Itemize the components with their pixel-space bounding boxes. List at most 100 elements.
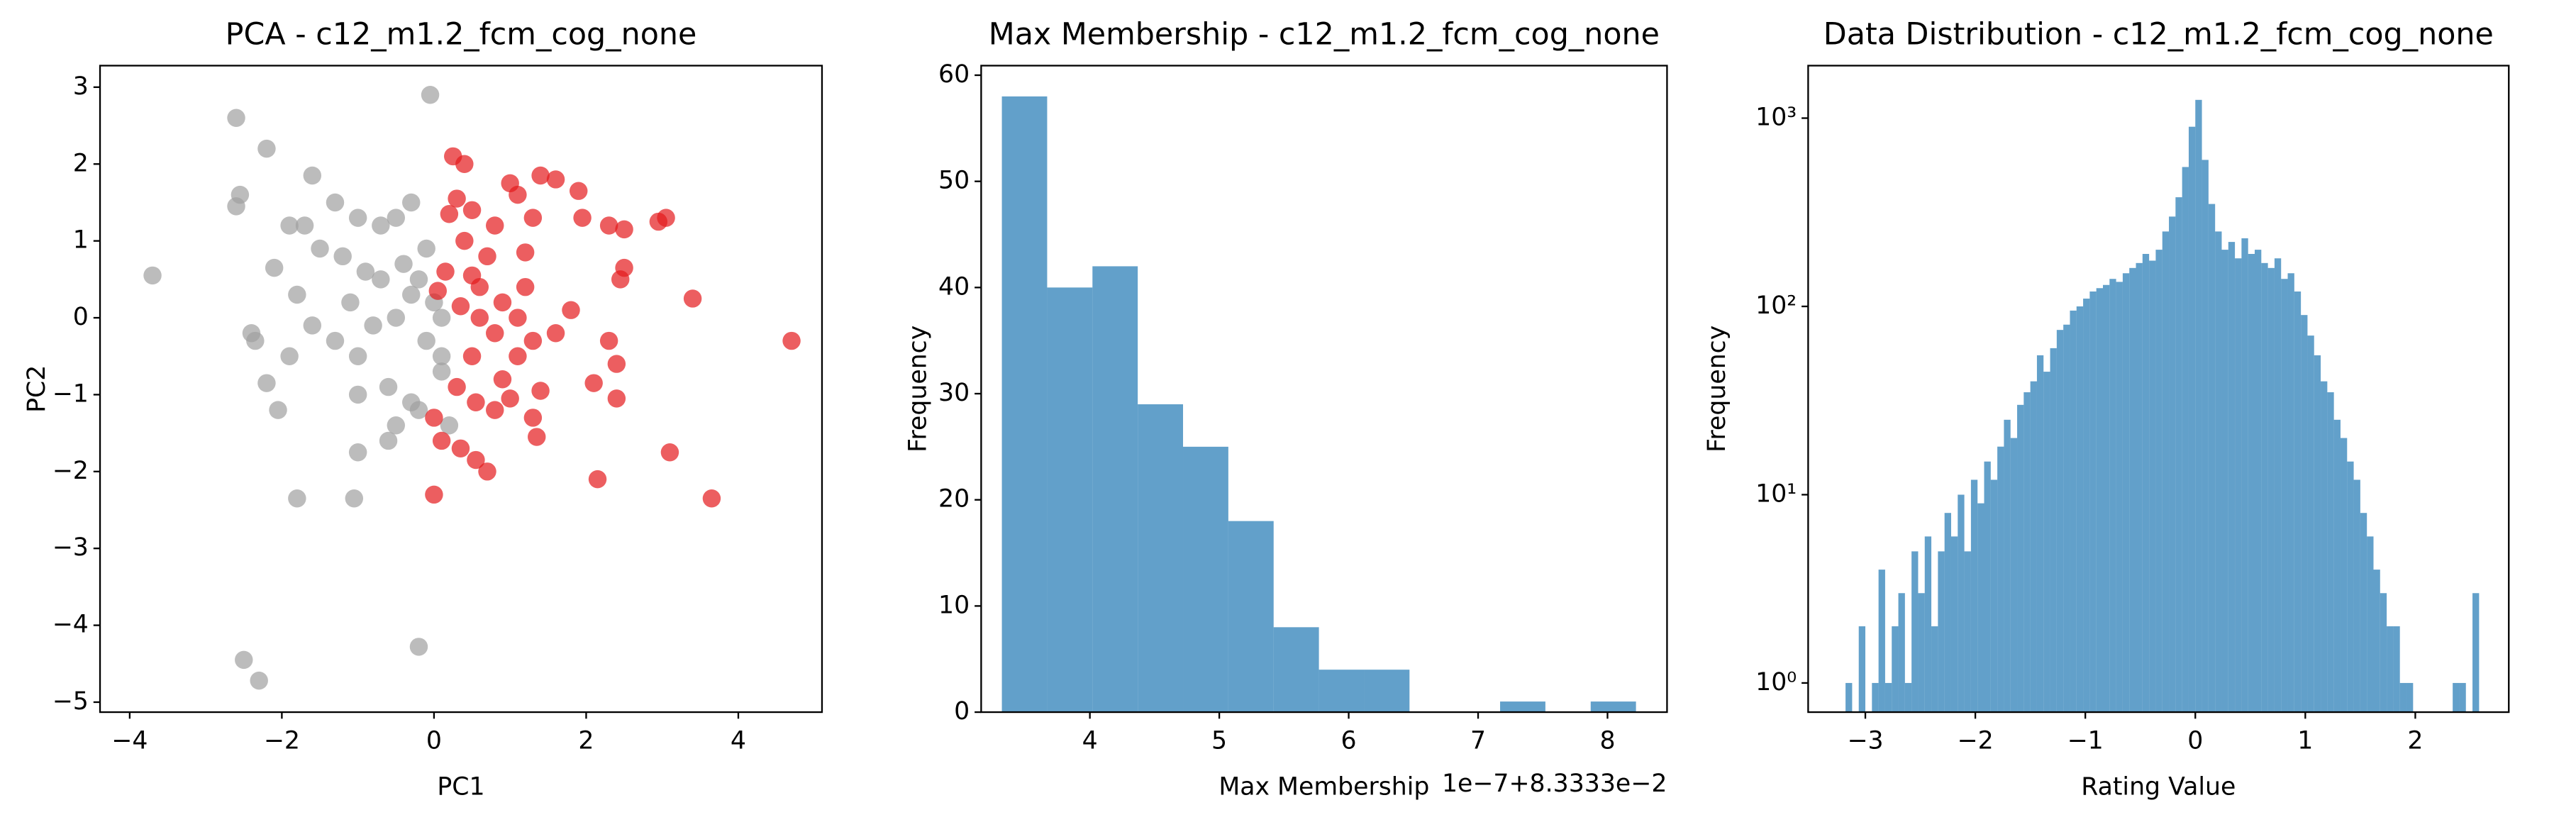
scatter-point [562,301,580,319]
scatter-point [501,389,519,408]
histogram-bar [1872,682,1879,713]
histogram-bar [2083,299,2090,713]
scatter-point [257,139,276,158]
histogram-bar [2301,315,2308,713]
scatter-point [345,489,364,508]
axes-frame [1807,65,2510,714]
histogram-bar [2102,284,2110,713]
scatter-point [394,255,413,273]
scatter-point [615,258,633,277]
scatter-point [303,166,322,185]
histogram-bar [2089,291,2097,713]
histogram-bar [2221,250,2228,713]
histogram-bar [2274,258,2282,713]
scatter-point [421,86,440,104]
scatter-point [546,170,565,189]
scatter-point [288,489,306,508]
x-axis-label: Rating Value [2081,772,2236,801]
histogram-bar [1898,593,1905,713]
histogram-bar [1092,266,1138,713]
y-axis-label: Frequency [904,326,932,453]
x-tick-label: 0 [2187,727,2203,755]
x-tick-label: 4 [731,727,746,755]
x-tick-label: 6 [1341,727,1357,755]
histogram-bar [1911,551,1919,713]
scatter-point [409,401,428,419]
scatter-point [348,347,367,365]
scatter-point [683,289,702,308]
histogram-bar [2353,479,2360,713]
y-tick-label: 1 [73,226,89,255]
chart-title: PCA - c12_m1.2_fcm_cog_none [226,16,697,52]
scatter-point [599,331,618,350]
histogram-bar [2248,254,2255,713]
histogram-bar [1931,626,1938,713]
scatter-point [516,277,535,296]
scatter-point [379,377,398,396]
histogram-bar [2004,419,2011,713]
histogram-bar [2406,682,2414,713]
scatter-point [387,416,406,435]
histogram-bar [2321,381,2328,713]
y-tick-label: 10² [1755,292,1797,320]
histogram-bar [1138,404,1184,713]
scatter-point [546,323,565,343]
scatter-point [467,393,485,411]
histogram-bar [2149,260,2156,713]
histogram-bar [2096,288,2103,713]
histogram-bar [1047,287,1093,713]
scatter-point [409,270,428,289]
scatter-point [493,293,512,312]
histogram-bar [2202,160,2209,713]
histogram-bar [2347,461,2354,713]
scatter-point [348,443,367,462]
histogram-bar [2070,310,2077,713]
scatter-point [372,270,390,289]
chart-title: Data Distribution - c12_m1.2_fcm_cog_non… [1823,16,2494,52]
histogram-bar [2327,392,2334,713]
histogram-bar [2056,330,2064,713]
histogram-bar [2169,216,2176,713]
y-tick-label: 50 [938,167,970,195]
histogram-bar [2261,262,2268,713]
histogram-bar [2036,355,2044,713]
scatter-point [326,193,345,212]
scatter-point [462,201,482,220]
scatter-point [303,316,322,335]
scatter-point [311,239,329,258]
scatter-point [436,262,455,281]
scatter-point [509,185,527,204]
chart-title: Max Membership - c12_m1.2_fcm_cog_none [989,16,1660,52]
histogram-bar [1500,701,1545,713]
histogram-bar [1858,626,1866,713]
scatter-point [379,431,398,450]
histogram-bar [2235,258,2242,713]
histogram-bar [2129,267,2136,713]
scatter-point [402,193,421,212]
scatter-point [486,216,504,235]
y-tick-label: 10 [938,591,970,619]
scatter-point [425,409,443,427]
y-tick-label: −3 [52,533,89,562]
y-tick-label: 0 [954,697,970,726]
scatter-point [531,166,550,185]
scatter-point [417,331,435,350]
x-tick-label: −4 [111,727,148,755]
scatter-point [523,331,543,350]
scatter-point [409,638,428,656]
histogram-bar [2399,682,2407,713]
histogram-bar [2459,682,2466,713]
scatter-point [451,297,470,316]
histogram-bar [1318,670,1365,713]
y-tick-label: 60 [938,60,970,89]
scatter-point [523,409,543,427]
scatter-point [509,309,527,327]
histogram-bar [2287,273,2294,713]
x-tick-label: −1 [2067,727,2104,755]
histogram-bar [2453,682,2460,713]
scatter-point [509,347,527,365]
histogram-bar [1964,551,1971,713]
x-tick-label: 5 [1211,727,1227,755]
histogram-bar [2023,392,2031,713]
scatter-point [599,216,618,235]
